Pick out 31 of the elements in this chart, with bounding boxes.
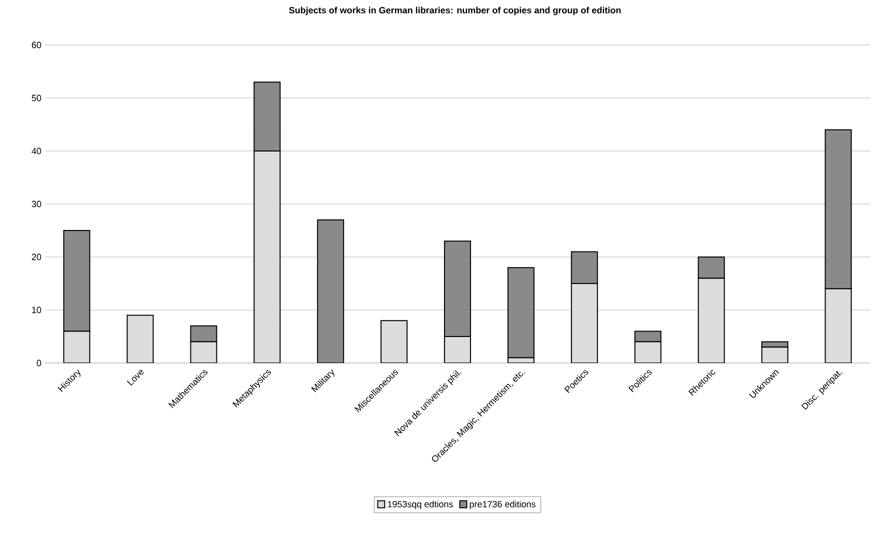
bar <box>63 330 90 363</box>
bar <box>254 150 281 363</box>
bar <box>570 282 598 363</box>
chart-title: Subjects of works in German libraries: number of copies and group of edition <box>289 6 621 16</box>
y-tick-label: 20 <box>32 254 42 260</box>
bar <box>634 341 662 363</box>
bar <box>317 219 344 363</box>
bar <box>444 336 471 363</box>
bar <box>254 82 281 152</box>
bar <box>126 314 154 363</box>
bar <box>761 346 788 363</box>
y-tick-label: 50 <box>32 94 42 102</box>
legend-label: 1953sqq edtions <box>388 500 453 510</box>
bar <box>698 256 725 279</box>
y-tick-label: 0 <box>36 360 42 366</box>
y-tick-label: 40 <box>32 148 42 154</box>
bar <box>63 230 90 332</box>
y-tick-label: 30 <box>32 200 42 208</box>
bar <box>190 325 218 342</box>
bar <box>824 288 852 363</box>
legend-label: pre1736 editions <box>470 500 536 510</box>
bar <box>634 330 662 342</box>
y-tick-label: 60 <box>32 42 42 48</box>
bar <box>570 251 598 284</box>
bar <box>824 129 852 290</box>
bar <box>190 341 218 363</box>
bar <box>698 278 725 363</box>
bar <box>380 320 408 363</box>
bar <box>444 240 471 337</box>
y-tick-label: 10 <box>32 306 42 314</box>
bar <box>507 267 534 358</box>
